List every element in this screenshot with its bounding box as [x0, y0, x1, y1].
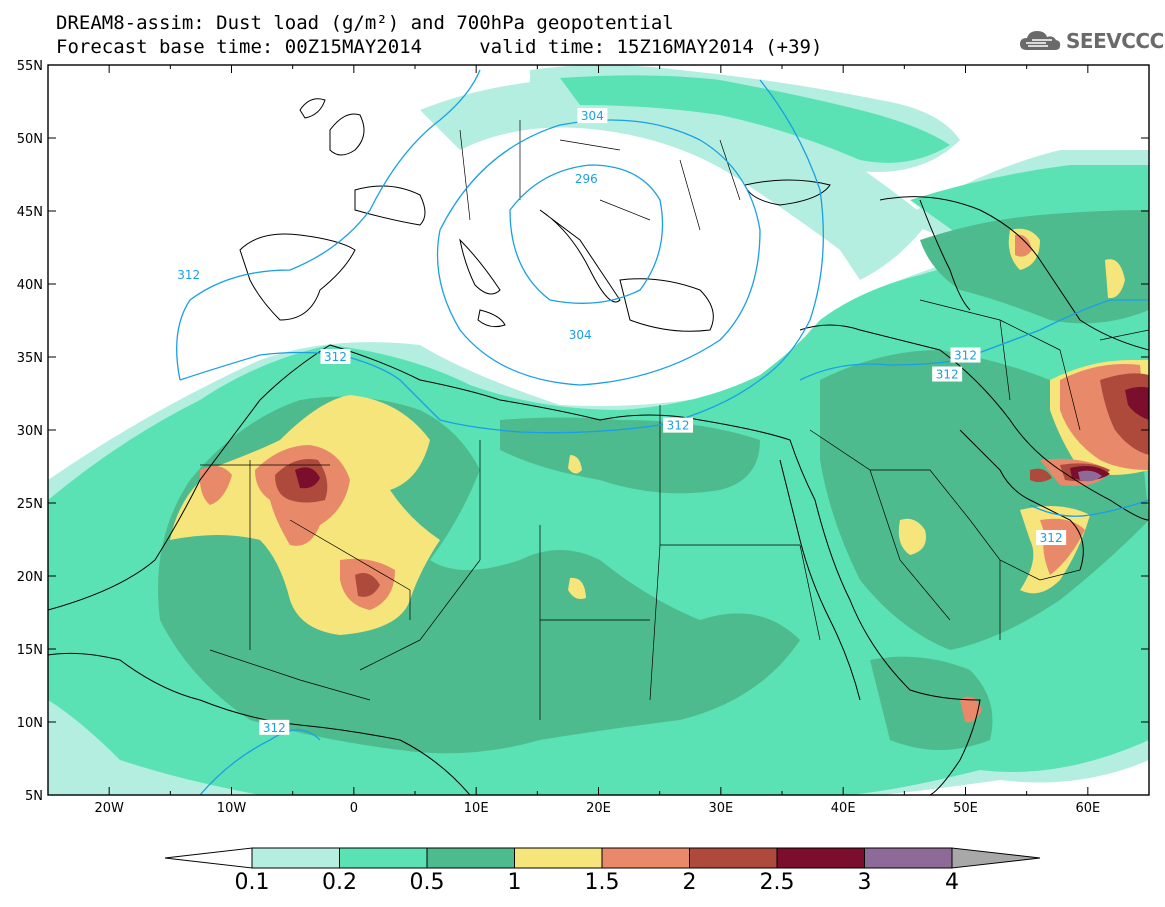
y-tick-label: 30N: [17, 424, 43, 439]
borders: [200, 120, 1149, 720]
x-tick-label: 40E: [831, 801, 856, 816]
colorbar-high-arrow: [951, 847, 1041, 869]
contour-value: 304: [581, 109, 604, 123]
colorbar-label: 0.5: [409, 870, 445, 895]
y-tick-label: 55N: [17, 59, 43, 74]
x-tick-label: 20E: [586, 801, 611, 816]
contour-label: 312: [663, 417, 694, 433]
contour-label: 312: [932, 366, 963, 382]
axis-ticks: [47, 64, 1150, 796]
y-tick-label: 5N: [25, 789, 43, 804]
y-tick-label: 50N: [17, 132, 43, 147]
x-tick-label: 60E: [1075, 801, 1100, 816]
contour-value: 312: [1040, 531, 1063, 545]
colorbar-segment: [251, 847, 340, 869]
contour-label: 312: [320, 349, 351, 364]
contour-labels: 304 296 304 312 312 312 312 312 312 312: [173, 108, 1067, 735]
contour-value: 312: [954, 349, 977, 363]
colorbar-label: 1: [507, 870, 522, 895]
colorbar-segment: [339, 847, 428, 869]
axis-labels: 20W 10W 0 10E 20E 30E 40E 50E 60E 55N 50N 45N 40N 35N…: [17, 59, 1100, 816]
contour-value: 304: [569, 328, 592, 342]
colorbar-segment: [689, 847, 778, 869]
x-tick-label: 20W: [94, 801, 124, 816]
map-title: DREAM8-assim: Dust load (g/m²) and 700hP…: [56, 12, 674, 34]
colorbar-label: 0.1: [234, 870, 270, 895]
logo-text: SEEVCCC: [1066, 29, 1164, 53]
colorbar-segment: [514, 847, 603, 869]
map-subtitle: Forecast base time: 00Z15MAY2014 valid t…: [56, 36, 823, 58]
colorbar-segment: [601, 847, 690, 869]
y-tick-label: 20N: [17, 570, 43, 585]
colorbar-low-arrow: [164, 847, 253, 869]
x-tick-label: 10E: [464, 801, 489, 816]
contour-value: 312: [177, 268, 200, 282]
colorbar-label: 4: [945, 870, 959, 895]
y-tick-label: 15N: [17, 643, 43, 658]
y-tick-label: 35N: [17, 351, 43, 366]
contour-value: 312: [667, 419, 690, 433]
y-tick-label: 45N: [17, 205, 43, 220]
contour-value: 312: [324, 350, 347, 364]
y-tick-label: 10N: [17, 716, 43, 731]
contour-value: 296: [575, 172, 598, 186]
y-tick-label: 40N: [17, 278, 43, 293]
x-tick-label: 0: [350, 801, 358, 816]
colorbar: [164, 847, 1041, 869]
contour-label: 312: [259, 719, 290, 735]
coastlines: [48, 98, 1149, 795]
contour-label: 296: [571, 170, 602, 186]
seevccc-logo: SEEVCCC: [1018, 28, 1164, 54]
colorbar-segment: [426, 847, 515, 869]
contour-label: 312: [950, 347, 981, 363]
contour-label: 312: [1036, 530, 1067, 546]
dust-field-3: [1078, 470, 1102, 482]
colorbar-label: 2: [682, 870, 697, 895]
cloud-icon: [1020, 31, 1061, 50]
colorbar-segment: [776, 847, 865, 869]
colorbar-label: 2.5: [759, 870, 795, 895]
colorbar-label: 3: [857, 870, 872, 895]
colorbar-label: 0.2: [322, 870, 357, 895]
colorbar-segment: [864, 847, 953, 869]
contour-label: 312: [173, 267, 204, 283]
x-tick-label: 30E: [708, 801, 733, 816]
colorbar-label: 1.5: [584, 870, 620, 895]
contour-label: 304: [565, 327, 596, 343]
x-tick-label: 50E: [953, 801, 978, 816]
x-tick-label: 10W: [217, 801, 247, 816]
contour-value: 312: [936, 368, 959, 382]
y-tick-label: 25N: [17, 497, 43, 512]
map-area: 304 296 304 312 312 312 312 312 312 312: [48, 65, 1149, 795]
contour-value: 312: [263, 721, 286, 735]
contour-label: 304: [577, 108, 608, 124]
